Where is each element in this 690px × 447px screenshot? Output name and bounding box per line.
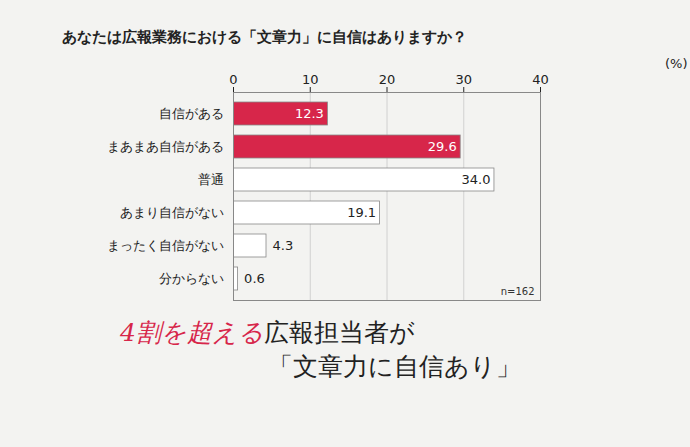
svg-text:0.6: 0.6 xyxy=(244,271,265,286)
svg-text:19.1: 19.1 xyxy=(347,205,376,220)
html-text:あなたは広報業務における「文章力」に自信はありますか？: あなたは広報業務における「文章力」に自信はありますか？ xyxy=(62,28,467,46)
svg-text:まあまあ自信がある: まあまあ自信がある xyxy=(107,139,224,154)
svg-text:普通: 普通 xyxy=(198,172,224,187)
html-text:4割を超える広報担当者が: 4割を超える広報担当者が xyxy=(120,318,415,347)
svg-text:29.6: 29.6 xyxy=(428,139,457,154)
svg-text:まったく自信がない: まったく自信がない xyxy=(107,238,224,253)
svg-text:(%): (%) xyxy=(665,56,688,71)
svg-text:自信がある: 自信がある xyxy=(159,106,224,121)
svg-text:10: 10 xyxy=(302,72,319,87)
svg-text:n=162: n=162 xyxy=(501,286,535,297)
svg-text:あまり自信がない: あまり自信がない xyxy=(120,205,224,220)
svg-text:分からない: 分からない xyxy=(159,271,224,286)
svg-text:20: 20 xyxy=(379,72,396,87)
svg-text:30: 30 xyxy=(455,72,472,87)
html-text:「文章力に自信あり」: 「文章力に自信あり」 xyxy=(268,352,521,381)
svg-text:4.3: 4.3 xyxy=(273,238,294,253)
svg-text:12.3: 12.3 xyxy=(295,106,324,121)
svg-text:40: 40 xyxy=(532,72,549,87)
svg-text:34.0: 34.0 xyxy=(461,172,490,187)
svg-text:0: 0 xyxy=(229,72,237,87)
